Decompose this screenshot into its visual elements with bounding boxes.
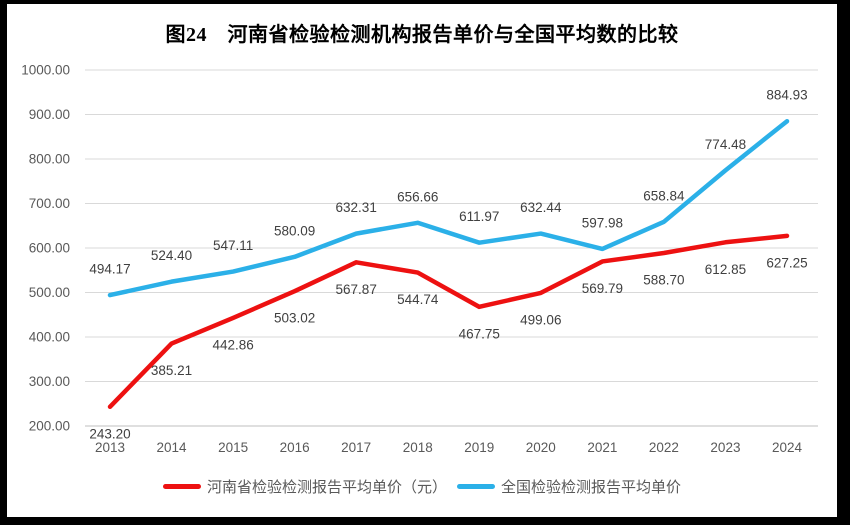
data-label-henan: 243.20 xyxy=(89,426,130,441)
data-label-national: 632.31 xyxy=(336,200,377,215)
y-axis-tick-label: 400.00 xyxy=(29,330,70,345)
chart-title: 图24 河南省检验检测机构报告单价与全国平均数的比较 xyxy=(165,24,679,46)
series-line-national xyxy=(107,118,790,298)
data-label-national: 658.84 xyxy=(643,188,685,203)
x-axis-tick-label: 2015 xyxy=(218,440,248,455)
data-label-national: 884.93 xyxy=(766,88,807,103)
y-axis-tick-label: 600.00 xyxy=(29,241,70,256)
data-label-henan: 627.25 xyxy=(766,255,807,270)
data-label-national: 524.40 xyxy=(151,248,192,263)
chart-legend: 河南省检验检测报告平均单价（元） 全国检验检测报告平均单价 xyxy=(7,476,837,497)
legend-item-henan: 河南省检验检测报告平均单价（元） xyxy=(162,476,447,497)
data-label-national: 547.11 xyxy=(213,238,253,253)
x-axis-tick-label: 2018 xyxy=(403,440,433,455)
x-axis-tick-label: 2019 xyxy=(464,440,494,455)
x-axis-tick-label: 2022 xyxy=(649,440,679,455)
data-label-national: 611.97 xyxy=(459,209,499,224)
y-axis-tick-label: 700.00 xyxy=(29,196,70,211)
data-label-henan: 544.74 xyxy=(397,292,439,307)
data-label-henan: 442.86 xyxy=(212,337,253,352)
data-label-henan: 499.06 xyxy=(520,312,561,327)
y-axis-tick-label: 800.00 xyxy=(29,152,70,167)
legend-label-henan: 河南省检验检测报告平均单价（元） xyxy=(206,479,447,496)
data-label-henan: 588.70 xyxy=(643,273,684,288)
x-axis-tick-label: 2013 xyxy=(95,440,125,455)
data-label-national: 580.09 xyxy=(274,223,315,238)
y-axis-tick-label: 900.00 xyxy=(29,107,70,122)
x-axis-tick-label: 2023 xyxy=(710,440,740,455)
y-axis-tick-label: 300.00 xyxy=(29,374,70,389)
data-label-henan: 612.85 xyxy=(705,262,746,277)
x-axis-tick-label: 2021 xyxy=(587,440,617,455)
legend-label-national: 全国检验检测报告平均单价 xyxy=(501,479,682,496)
y-axis-tick-label: 500.00 xyxy=(29,285,70,300)
data-label-national: 774.48 xyxy=(705,137,746,152)
series-line-henan xyxy=(107,233,790,410)
data-label-henan: 503.02 xyxy=(274,311,315,326)
chart-canvas: 图24 河南省检验检测机构报告单价与全国平均数的比较 200.00 300.00 4… xyxy=(7,4,837,517)
data-label-national: 632.44 xyxy=(520,200,562,215)
line-chart-plot: 200.00 300.00 400.00 500.00 600.00 700.00 800.… xyxy=(21,63,818,455)
x-axis-tick-label: 2020 xyxy=(526,440,556,455)
data-label-henan: 567.87 xyxy=(336,282,377,297)
data-label-national: 494.17 xyxy=(89,262,130,277)
x-axis-tick-label: 2024 xyxy=(772,440,803,455)
data-label-henan: 569.79 xyxy=(582,281,623,296)
data-label-national: 597.98 xyxy=(582,215,623,230)
x-axis-tick-label: 2017 xyxy=(341,440,371,455)
y-axis-tick-label: 200.00 xyxy=(29,419,70,434)
y-axis-tick-label: 1000.00 xyxy=(21,63,70,78)
data-label-national: 656.66 xyxy=(397,189,438,204)
data-label-henan: 467.75 xyxy=(459,326,500,341)
legend-swatch-blue-line xyxy=(457,484,495,489)
legend-swatch-red-line xyxy=(162,484,201,489)
x-axis-tick-label: 2016 xyxy=(280,440,310,455)
legend-item-national: 全国检验检测报告平均单价 xyxy=(457,476,681,497)
x-axis-tick-label: 2014 xyxy=(157,440,188,455)
data-label-henan: 385.21 xyxy=(151,363,192,378)
